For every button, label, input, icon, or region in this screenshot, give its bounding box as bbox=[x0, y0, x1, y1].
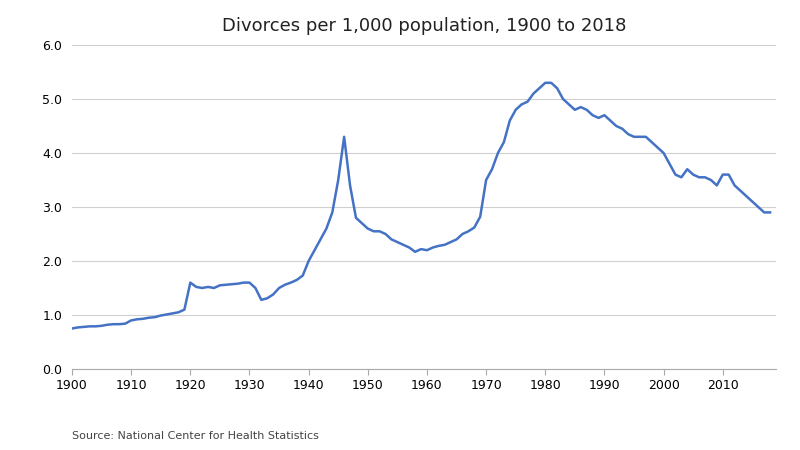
Text: Source: National Center for Health Statistics: Source: National Center for Health Stati… bbox=[72, 431, 319, 441]
Title: Divorces per 1,000 population, 1900 to 2018: Divorces per 1,000 population, 1900 to 2… bbox=[222, 17, 626, 35]
